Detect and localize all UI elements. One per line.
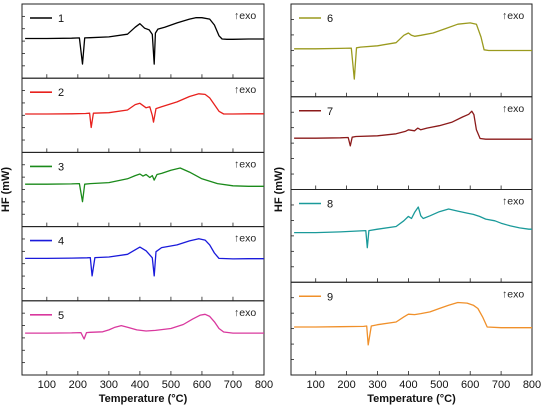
legend-label-7: 7 [327, 106, 333, 118]
x-tick-label: 200 [337, 379, 355, 391]
subplot-6: 6 ↑exo [290, 3, 533, 98]
x-axis-title: Temperature (°C) [367, 393, 456, 405]
x-tick-label: 200 [69, 379, 87, 391]
x-tick-label: 400 [131, 379, 149, 391]
series-9-line [294, 301, 532, 346]
exo-annotation: ↑exo [502, 196, 524, 208]
series-3-line [25, 167, 264, 203]
right-chart-panel: 6 ↑exo 7 ↑exo 8 ↑exo 9 ↑exo 100 200 300 400 500 600 70… [273, 3, 541, 405]
x-tick-label: 800 [523, 379, 541, 391]
exo-annotation: ↑exo [502, 103, 524, 115]
exo-annotation: ↑exo [234, 233, 256, 245]
legend-label-3: 3 [58, 161, 64, 173]
subplot-4: 4 ↑exo [21, 226, 265, 302]
exo-annotation: ↑exo [234, 84, 256, 96]
x-tick-label: 500 [162, 379, 180, 391]
subplot-9: 9 ↑exo [290, 281, 533, 376]
subplot-1: 1 ↑exo [21, 3, 265, 79]
legend-label-4: 4 [58, 236, 64, 248]
x-tick-label: 700 [224, 379, 242, 391]
exo-annotation: ↑exo [234, 307, 256, 319]
subplot-8: 8 ↑exo [290, 189, 533, 283]
series-8-line [294, 206, 532, 249]
x-tick-label: 300 [100, 379, 118, 391]
x-tick-label: 700 [492, 379, 510, 391]
subplot-2: 2 ↑exo [21, 77, 265, 153]
x-tick-label: 500 [430, 379, 448, 391]
legend-label-9: 9 [327, 291, 333, 303]
series-7-line [294, 110, 532, 147]
subplot-5: 5 ↑exo [21, 300, 265, 376]
exo-annotation: ↑exo [234, 158, 256, 170]
legend-label-8: 8 [327, 199, 333, 211]
subplot-7: 7 ↑exo [290, 96, 533, 190]
x-tick-label: 600 [193, 379, 211, 391]
exo-annotation: ↑exo [234, 10, 256, 22]
y-axis-title: HF (mW) [273, 167, 285, 213]
series-4-line [25, 238, 264, 277]
x-tick-label: 300 [368, 379, 386, 391]
exo-annotation: ↑exo [502, 288, 524, 300]
x-tick-label: 800 [255, 379, 273, 391]
subplot-3: 3 ↑exo [21, 151, 265, 228]
x-tick-label: 100 [307, 379, 325, 391]
x-tick-label: 100 [38, 379, 56, 391]
left-chart-panel: 1 ↑exo 2 ↑exo 3 ↑exo 4 ↑exo 5 ↑exo 100 200 300 400 500… [0, 3, 273, 405]
legend-label-1: 1 [58, 13, 64, 25]
legend-label-2: 2 [58, 87, 64, 99]
legend-label-5: 5 [58, 310, 64, 322]
x-axis-title: Temperature (°C) [99, 393, 188, 405]
series-5-line [25, 313, 264, 340]
legend-label-6: 6 [327, 13, 333, 25]
series-2-line [25, 93, 264, 129]
x-tick-label: 600 [461, 379, 479, 391]
y-axis-title: HF (mW) [0, 167, 12, 213]
series-6-line [294, 22, 532, 80]
series-1-line [25, 17, 264, 65]
exo-annotation: ↑exo [502, 10, 524, 22]
x-tick-label: 400 [399, 379, 417, 391]
